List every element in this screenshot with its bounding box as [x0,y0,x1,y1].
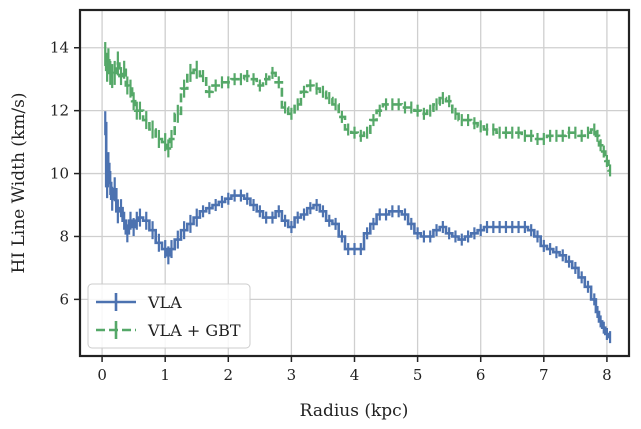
y-axis-label: HI Line Width (km/s) [9,93,29,274]
y-ticks: 6 8 10 12 14 [50,39,80,308]
x-tick-label: 0 [97,366,107,384]
x-tick-label: 2 [224,366,234,384]
legend-item-vla-gbt: VLA + GBT [96,321,241,340]
x-axis-label: Radius (kpc) [300,401,409,421]
x-tick-label: 3 [287,366,297,384]
x-ticks: 0 1 2 3 4 5 6 7 8 [97,356,612,384]
legend-item-vla: VLA [96,293,182,312]
legend-label-vla: VLA [147,293,182,312]
series-vla [104,111,612,344]
y-tick-label: 8 [59,227,69,245]
x-tick-label: 4 [350,366,360,384]
x-tick-label: 1 [160,366,170,384]
legend-label-vla-gbt: VLA + GBT [147,321,241,340]
legend-box [87,283,251,349]
x-tick-label: 6 [476,366,486,384]
x-tick-label: 7 [539,366,549,384]
y-tick-label: 12 [50,102,69,120]
series-layer [104,42,612,344]
y-tick-label: 10 [50,165,69,183]
x-tick-label: 5 [413,366,423,384]
legend: VLA VLA + GBT [87,283,251,349]
y-tick-label: 6 [59,290,69,308]
y-tick-label: 14 [50,39,69,57]
x-tick-label: 8 [602,366,612,384]
series-vla-gbt [104,42,612,177]
